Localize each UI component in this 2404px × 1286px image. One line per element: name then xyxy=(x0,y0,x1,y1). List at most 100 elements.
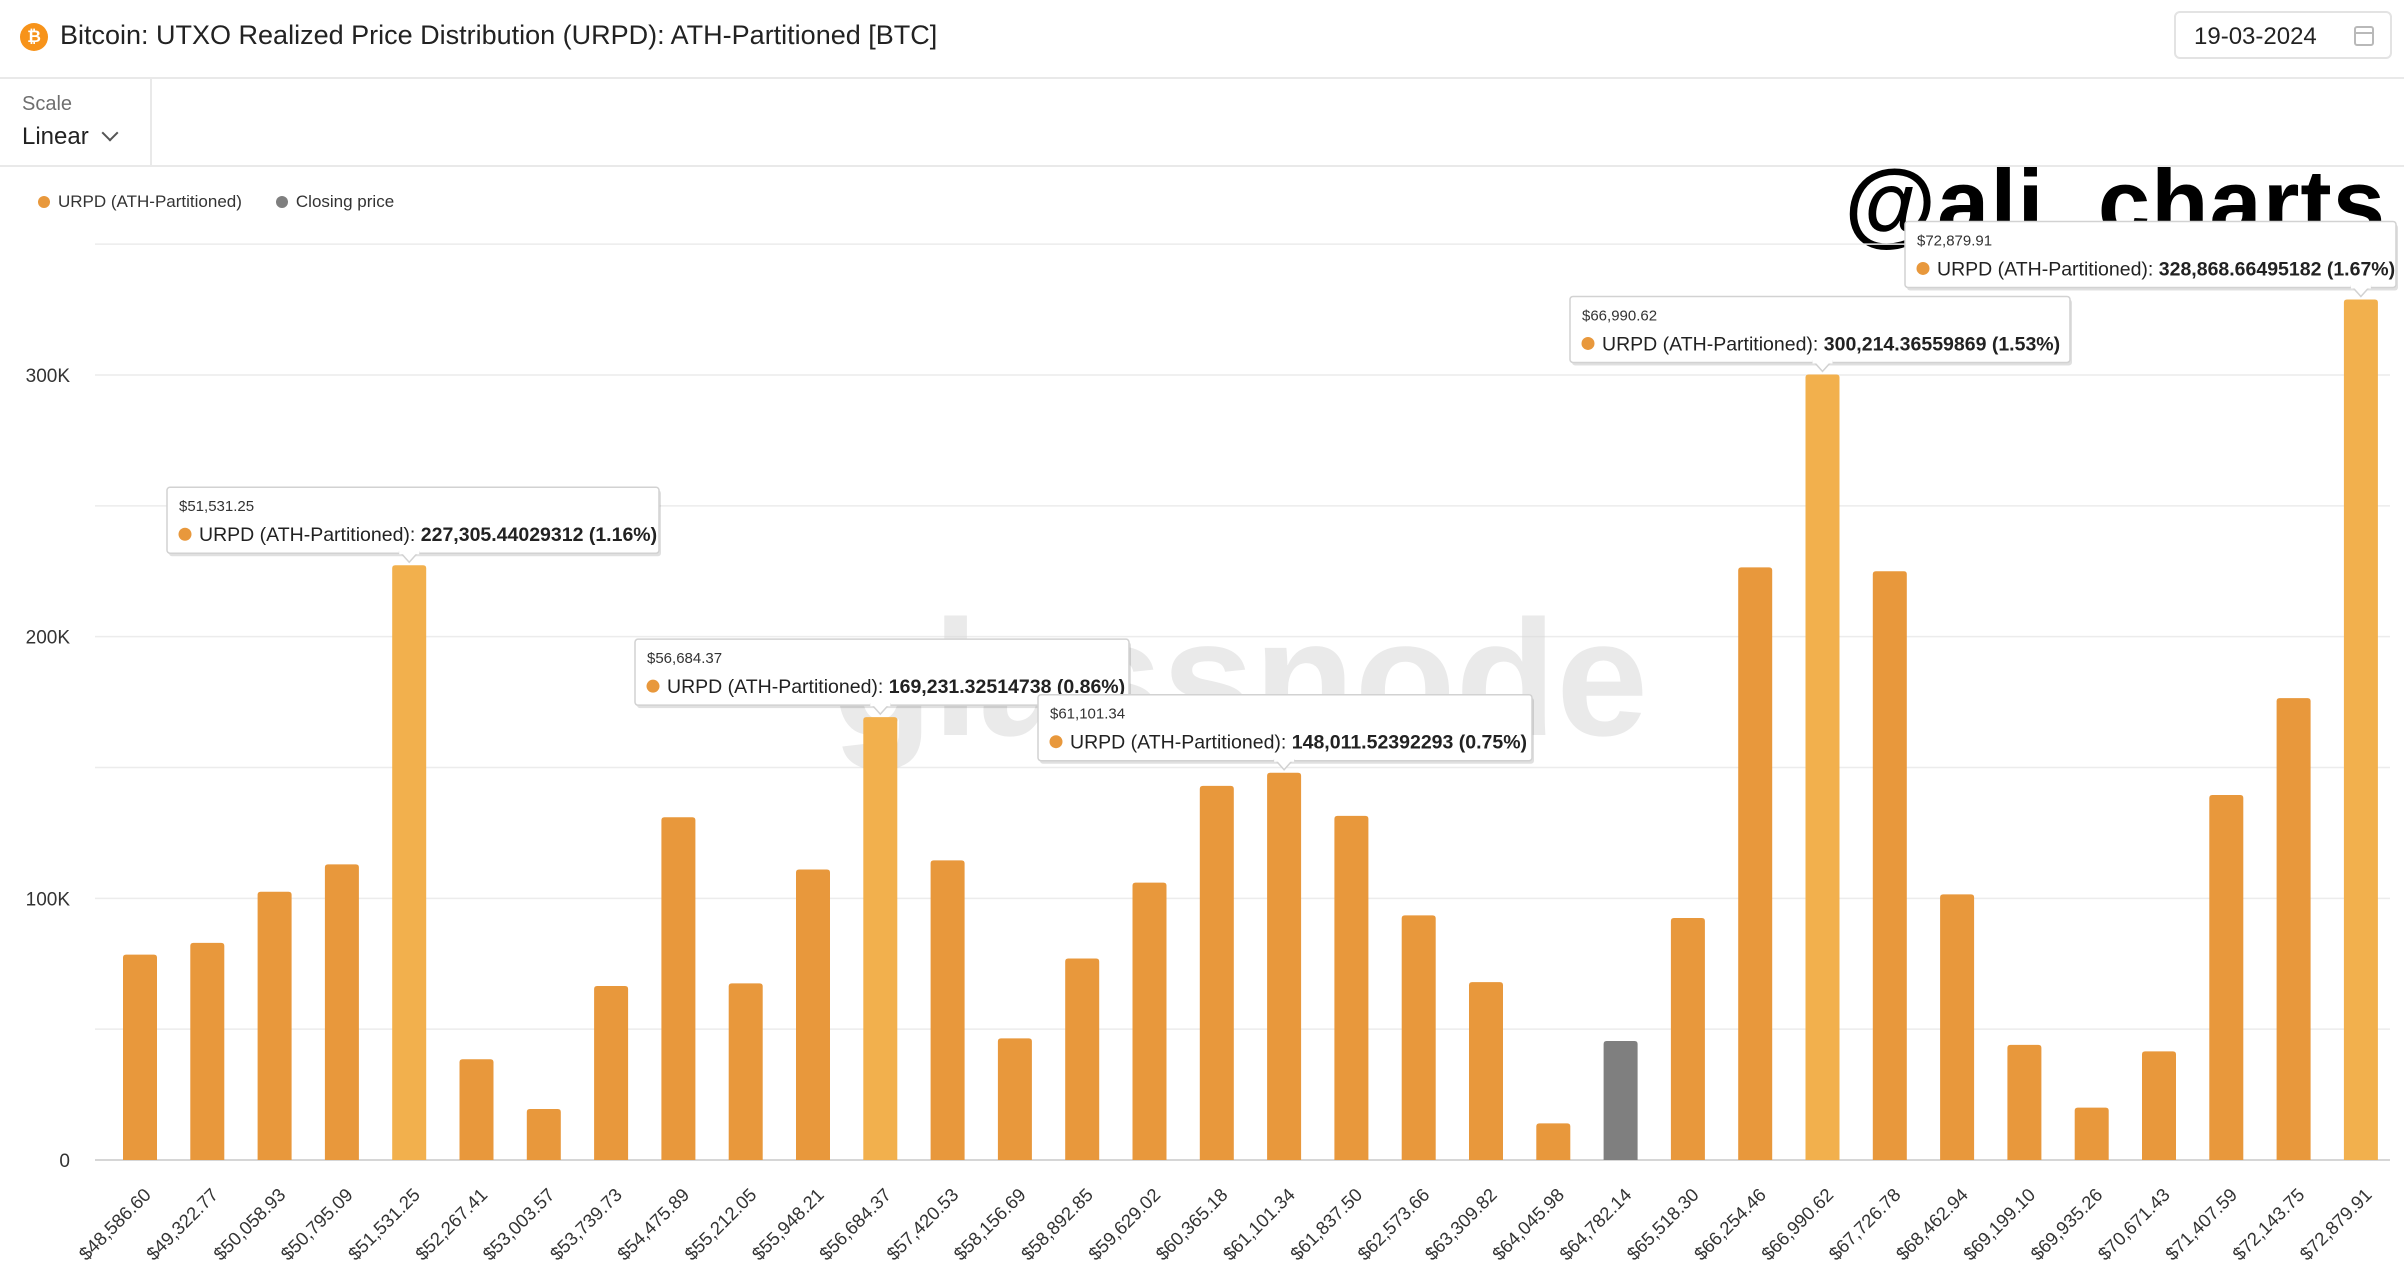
y-tick-label: 300K xyxy=(26,366,71,387)
header: ₿ Bitcoin: UTXO Realized Price Distribut… xyxy=(0,0,2404,79)
bar-urpd xyxy=(1536,1123,1571,1160)
x-tick-label: $58,892.85 xyxy=(1017,1184,1097,1264)
page-title: Bitcoin: UTXO Realized Price Distributio… xyxy=(60,20,938,50)
tooltip-value-number: 169,231.32514738 (0.86%) xyxy=(889,676,1125,698)
bar-urpd xyxy=(796,869,830,1160)
x-tick-label: $53,003.57 xyxy=(478,1184,558,1264)
tooltip-series-name: URPD (ATH-Partitioned): xyxy=(667,676,889,698)
bar-urpd xyxy=(324,864,359,1160)
x-tick-label: $72,879.91 xyxy=(2295,1184,2375,1264)
x-tick-label: $62,573.66 xyxy=(1353,1184,1433,1264)
tooltip: $51,531.25 URPD (ATH-Partitioned): 227,30… xyxy=(166,486,661,564)
x-tick-label: $69,199.10 xyxy=(1959,1184,2039,1264)
tooltip-series-name: URPD (ATH-Partitioned): xyxy=(1602,333,1824,355)
bar-urpd xyxy=(1199,785,1234,1160)
x-tick-label: $68,462.94 xyxy=(1892,1184,1972,1264)
tooltip-value-number: 227,305.44029312 (1.16%) xyxy=(421,524,657,546)
bar-urpd xyxy=(2074,1107,2109,1160)
tooltip-price: $56,684.37 xyxy=(647,650,722,667)
x-tick-label: $64,045.98 xyxy=(1488,1184,1568,1264)
tooltip-pointer-mask xyxy=(1274,757,1295,762)
x-tick-label: $57,420.53 xyxy=(882,1184,962,1264)
x-tick-label: $66,990.62 xyxy=(1757,1184,1837,1264)
tooltip: $66,990.62 URPD (ATH-Partitioned): 300,21… xyxy=(1569,295,2072,373)
x-tick-label: $50,795.09 xyxy=(276,1184,356,1264)
tooltip-pointer-mask xyxy=(1812,359,1833,364)
tooltip-dot xyxy=(1581,336,1595,350)
x-tick-label: $48,586.60 xyxy=(75,1184,155,1264)
bar-urpd xyxy=(2209,794,2244,1160)
scale-value[interactable]: Linear xyxy=(22,123,89,150)
calendar-icon[interactable] xyxy=(2354,26,2374,46)
x-tick-label: $53,739.73 xyxy=(546,1184,626,1264)
tooltip-price: $51,531.25 xyxy=(179,498,254,515)
tooltip-value-number: 300,214.36559869 (1.53%) xyxy=(1824,333,2060,355)
x-tick-label: $63,309.82 xyxy=(1421,1184,1501,1264)
y-tick-label: 200K xyxy=(26,628,71,649)
tooltip-price: $66,990.62 xyxy=(1582,307,1657,324)
bar-urpd xyxy=(1132,882,1167,1160)
bar-urpd xyxy=(863,717,898,1160)
x-tick-label: $59,629.02 xyxy=(1084,1184,1164,1264)
bar-urpd xyxy=(1469,982,1503,1160)
x-tick-label: $67,726.78 xyxy=(1824,1184,1904,1264)
scale-label: Scale xyxy=(22,93,73,115)
y-tick-label: 0 xyxy=(59,1151,70,1172)
bar-urpd xyxy=(594,985,629,1160)
bar-urpd xyxy=(2276,698,2311,1160)
x-tick-label: $56,684.37 xyxy=(815,1184,895,1264)
bar-urpd xyxy=(1738,567,1773,1160)
tooltip-value-number: 328,868.66495182 (1.67%) xyxy=(2159,258,2395,280)
tooltip-dot xyxy=(1049,735,1063,749)
x-tick-label: $69,935.26 xyxy=(2026,1184,2106,1264)
tooltip-value: URPD (ATH-Partitioned): 300,214.36559869… xyxy=(1602,333,2060,355)
bar-urpd xyxy=(2007,1044,2042,1160)
date-picker[interactable]: 19-03-2024 xyxy=(2174,11,2392,59)
bar-urpd xyxy=(1940,894,1975,1160)
bar-urpd xyxy=(459,1059,494,1160)
legend-label-urpd: URPD (ATH-Partitioned) xyxy=(58,192,242,211)
x-tick-label: $72,143.75 xyxy=(2228,1184,2308,1264)
tooltip-series-name: URPD (ATH-Partitioned): xyxy=(199,524,421,546)
bar-urpd xyxy=(392,565,427,1160)
tooltip-value: URPD (ATH-Partitioned): 227,305.44029312… xyxy=(199,524,657,546)
scale-dropdown[interactable]: Scale Linear xyxy=(0,79,152,165)
x-tick-label: $55,948.21 xyxy=(748,1184,828,1264)
x-tick-label: $51,531.25 xyxy=(344,1184,424,1264)
x-tick-label: $65,518.30 xyxy=(1622,1184,1702,1264)
legend-item-urpd[interactable]: URPD (ATH-Partitioned) xyxy=(38,192,242,212)
x-tick-label: $60,365.18 xyxy=(1151,1184,1231,1264)
tooltip-price: $61,101.34 xyxy=(1050,706,1125,723)
bar-urpd xyxy=(190,942,225,1160)
tooltip-pointer-mask xyxy=(870,702,891,707)
tooltip-value: URPD (ATH-Partitioned): 148,011.52392293… xyxy=(1070,732,1527,754)
bar-urpd xyxy=(123,954,157,1160)
tooltip: $72,879.91 URPD (ATH-Partitioned): 328,86… xyxy=(1904,220,2398,298)
x-tick-label: $49,322.77 xyxy=(142,1184,222,1264)
bar-closing-price xyxy=(1603,1040,1638,1160)
tooltip-pointer-mask xyxy=(399,550,420,555)
tooltip-pointer-mask xyxy=(2350,284,2371,289)
bar-urpd xyxy=(1872,571,1907,1160)
legend-item-closing-price[interactable]: Closing price xyxy=(275,192,395,212)
tooltip-value: URPD (ATH-Partitioned): 328,868.66495182… xyxy=(1937,258,2395,280)
x-tick-label: $55,212.05 xyxy=(680,1184,760,1264)
tooltip-series-name: URPD (ATH-Partitioned): xyxy=(1070,732,1292,754)
bar-urpd xyxy=(1805,374,1840,1160)
tooltip-price: $72,879.91 xyxy=(1917,232,1992,249)
bar-urpd xyxy=(1267,772,1302,1160)
tooltip: $61,101.34 URPD (ATH-Partitioned): 148,01… xyxy=(1037,693,1534,771)
x-tick-label: $71,407.59 xyxy=(2161,1184,2241,1264)
tooltip-box xyxy=(1904,220,2397,289)
x-tick-label: $52,267.41 xyxy=(411,1184,491,1264)
x-tick-label: $64,782.14 xyxy=(1555,1184,1635,1264)
bar-urpd xyxy=(930,860,965,1160)
bar-urpd xyxy=(1670,917,1705,1160)
legend-label-closing-price: Closing price xyxy=(295,192,395,211)
bar-urpd xyxy=(526,1108,561,1160)
date-value: 19-03-2024 xyxy=(2194,23,2317,50)
bar-urpd xyxy=(2343,299,2378,1160)
x-tick-label: $66,254.46 xyxy=(1690,1184,1770,1264)
x-tick-label: $58,156.69 xyxy=(949,1184,1029,1264)
tooltip-dot xyxy=(1916,261,1930,275)
